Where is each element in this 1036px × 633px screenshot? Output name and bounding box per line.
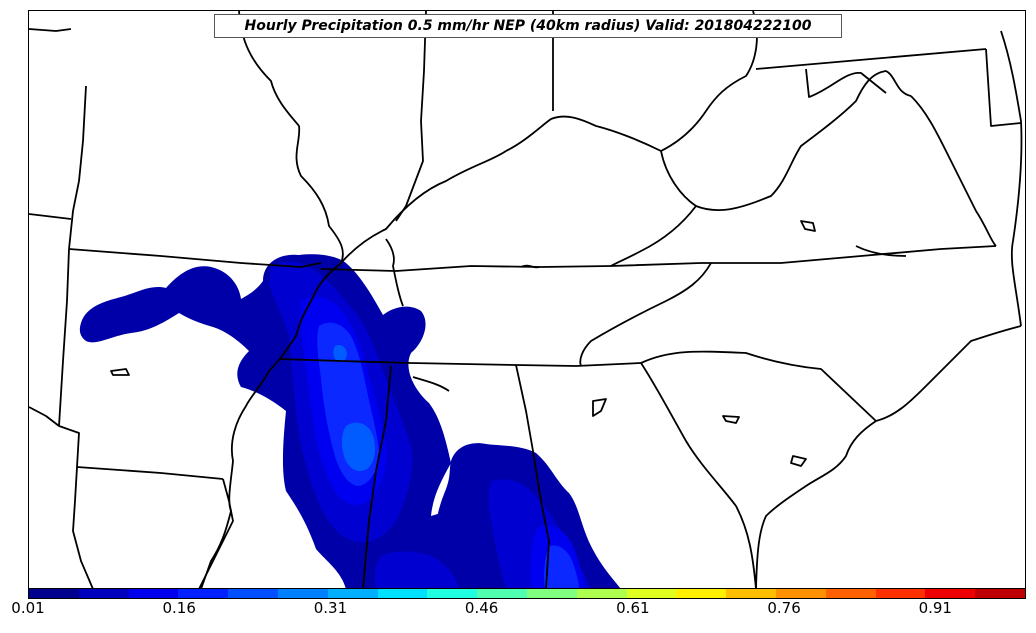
border-texas-oklahoma xyxy=(29,406,60,427)
colorbar-swatch xyxy=(576,589,627,598)
border-oklahoma-arkansas xyxy=(58,248,80,468)
colorbar-swatch xyxy=(775,589,826,598)
precip-core-l4-east xyxy=(544,545,579,589)
border-iowa-missouri xyxy=(29,28,72,32)
precip-core-l2-south xyxy=(374,551,459,589)
colorbar-swatch xyxy=(875,589,926,598)
lake-nc xyxy=(722,415,740,424)
border-kansas-oklahoma xyxy=(29,213,72,220)
colorbar-tick-label: 0.61 xyxy=(616,599,650,617)
colorbar-swatch xyxy=(228,589,278,598)
border-delaware xyxy=(985,48,1022,127)
border-arkansas-louisiana xyxy=(76,466,224,480)
lake-tn xyxy=(520,264,540,269)
colorbar-swatch xyxy=(726,589,776,598)
colorbar-swatch xyxy=(277,589,328,598)
lake-south-carolina xyxy=(592,398,607,417)
colorbar-swatch xyxy=(377,589,428,598)
border-mississippi-alabama xyxy=(362,365,392,590)
colorbar-swatch xyxy=(526,589,577,598)
colorbar-tick-labels: 0.01 0.16 0.31 0.46 0.61 0.76 0.91 xyxy=(11,599,1026,629)
colorbar-swatch xyxy=(327,589,378,598)
lake-sc2 xyxy=(790,455,807,467)
colorbar-swatch xyxy=(975,589,1025,598)
border-louisiana-texas xyxy=(72,466,94,590)
colorbar-swatch xyxy=(29,589,79,598)
border-pennsylvania-maryland xyxy=(755,48,987,70)
colorbar-swatch xyxy=(825,589,876,598)
colorbar xyxy=(28,588,1026,599)
border-nc-sc xyxy=(640,350,877,422)
lake-alabama xyxy=(412,376,450,392)
lake-va xyxy=(800,220,816,232)
colorbar-tick-label: 0.01 xyxy=(11,599,45,617)
colorbar-tick-label: 0.91 xyxy=(918,599,952,617)
lake-nc2 xyxy=(855,245,907,257)
map-title: Hourly Precipitation 0.5 mm/hr NEP (40km… xyxy=(214,14,842,38)
border-wv-virginia xyxy=(695,70,912,211)
border-georgia-sc xyxy=(640,362,757,590)
colorbar-swatch xyxy=(128,589,179,598)
border-tennessee-south xyxy=(278,358,642,367)
border-missouri-kansas xyxy=(68,85,87,250)
colorbar-swatch xyxy=(626,589,677,598)
colorbar-swatch xyxy=(477,589,527,598)
border-tennessee-nc xyxy=(579,262,712,367)
map-frame xyxy=(28,10,1026,598)
border-maryland-wv xyxy=(805,68,887,98)
mississippi-river xyxy=(200,11,344,590)
colorbar-tick-label: 0.46 xyxy=(464,599,499,617)
colorbar-swatch xyxy=(178,589,229,598)
chesapeake-coast xyxy=(910,95,997,247)
colorbar-tick-label: 0.31 xyxy=(313,599,348,617)
lake-arkansas xyxy=(110,368,130,376)
colorbar-swatch xyxy=(78,589,129,598)
map-canvas xyxy=(29,11,1023,590)
colorbar-swatch xyxy=(676,589,727,598)
precip-core-l5 xyxy=(341,422,375,472)
border-kentucky-tennessee xyxy=(320,245,997,272)
border-kentucky-virginia xyxy=(610,150,697,267)
ohio-river xyxy=(340,115,662,264)
precip-core-l5-north xyxy=(333,345,347,362)
border-missouri-arkansas xyxy=(68,248,322,268)
border-alabama-georgia xyxy=(515,364,550,590)
colorbar-tick-label: 0.16 xyxy=(162,599,196,617)
colorbar-swatch xyxy=(925,589,976,598)
coast-carolinas xyxy=(875,325,1022,422)
border-wv-ohio xyxy=(660,11,758,152)
border-louisiana-mississippi xyxy=(198,478,234,590)
atlantic-coast-virginia xyxy=(1000,30,1023,327)
border-illinois-indiana xyxy=(395,11,427,222)
colorbar-tick-label: 0.76 xyxy=(767,599,801,617)
colorbar-swatch xyxy=(427,589,478,598)
coast-sc-georgia xyxy=(755,420,877,590)
state-borders xyxy=(29,11,1023,590)
lake-kentucky xyxy=(385,238,404,307)
precipitation-field xyxy=(79,254,621,590)
